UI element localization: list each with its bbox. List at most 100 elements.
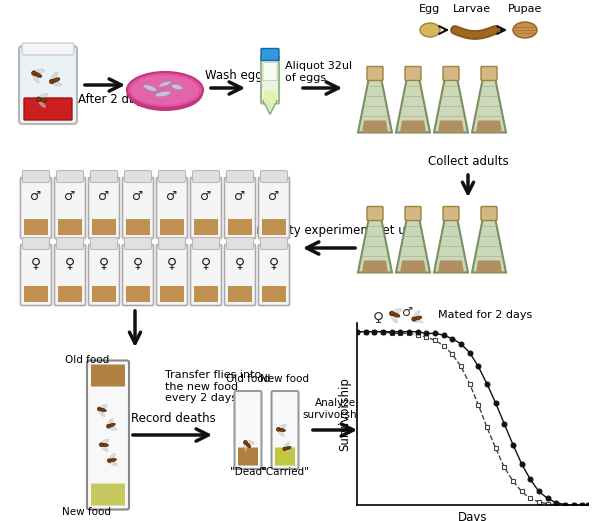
Polygon shape <box>438 260 464 272</box>
Text: After 2 days: After 2 days <box>78 93 149 106</box>
FancyBboxPatch shape <box>91 170 118 182</box>
FancyBboxPatch shape <box>19 46 77 124</box>
Ellipse shape <box>99 411 105 416</box>
FancyBboxPatch shape <box>275 448 295 465</box>
Ellipse shape <box>278 428 286 431</box>
Text: ♂: ♂ <box>64 190 76 203</box>
Ellipse shape <box>109 454 115 459</box>
FancyBboxPatch shape <box>125 238 151 250</box>
Ellipse shape <box>102 439 109 443</box>
Ellipse shape <box>415 320 423 324</box>
Text: Pupae: Pupae <box>508 4 542 14</box>
Text: Larvae: Larvae <box>453 4 491 14</box>
X-axis label: Days: Days <box>458 511 487 521</box>
FancyBboxPatch shape <box>23 170 49 182</box>
Ellipse shape <box>100 405 107 408</box>
FancyBboxPatch shape <box>263 63 277 81</box>
Polygon shape <box>396 217 430 272</box>
Text: Old food: Old food <box>226 374 270 384</box>
Text: ♂: ♂ <box>166 190 178 203</box>
Ellipse shape <box>53 82 62 86</box>
Polygon shape <box>358 217 392 272</box>
FancyBboxPatch shape <box>194 286 218 302</box>
FancyBboxPatch shape <box>193 238 220 250</box>
Text: ♀: ♀ <box>269 256 279 270</box>
Ellipse shape <box>414 316 422 320</box>
FancyBboxPatch shape <box>259 244 290 305</box>
FancyBboxPatch shape <box>262 219 286 235</box>
Ellipse shape <box>278 431 284 437</box>
FancyBboxPatch shape <box>157 178 187 239</box>
Text: Old food: Old food <box>65 355 109 365</box>
Circle shape <box>244 440 247 444</box>
Ellipse shape <box>127 72 203 108</box>
Text: Egg: Egg <box>419 4 440 14</box>
Text: ♂: ♂ <box>133 190 143 203</box>
FancyBboxPatch shape <box>58 219 82 235</box>
Ellipse shape <box>155 91 171 97</box>
Circle shape <box>412 317 416 321</box>
Text: Collect adults: Collect adults <box>428 155 508 168</box>
FancyBboxPatch shape <box>24 219 48 235</box>
Ellipse shape <box>159 81 171 87</box>
Polygon shape <box>362 120 388 132</box>
Circle shape <box>107 425 110 428</box>
Polygon shape <box>263 101 277 115</box>
FancyBboxPatch shape <box>55 178 86 239</box>
Text: New food: New food <box>260 374 310 384</box>
Circle shape <box>283 447 286 451</box>
Text: "Carried": "Carried" <box>261 467 309 477</box>
Ellipse shape <box>420 23 440 37</box>
FancyBboxPatch shape <box>126 286 150 302</box>
Polygon shape <box>400 260 426 272</box>
FancyBboxPatch shape <box>224 244 256 305</box>
Text: ♂: ♂ <box>268 190 280 203</box>
Ellipse shape <box>38 101 46 108</box>
Polygon shape <box>472 217 506 272</box>
Ellipse shape <box>108 418 113 425</box>
Text: ♂: ♂ <box>235 190 245 203</box>
Ellipse shape <box>110 458 116 462</box>
Ellipse shape <box>33 75 39 83</box>
FancyBboxPatch shape <box>23 238 49 250</box>
FancyBboxPatch shape <box>224 178 256 239</box>
Polygon shape <box>362 260 388 272</box>
Ellipse shape <box>35 69 44 73</box>
Ellipse shape <box>40 93 48 98</box>
Polygon shape <box>396 78 430 132</box>
Ellipse shape <box>110 427 117 430</box>
FancyBboxPatch shape <box>228 219 252 235</box>
Text: Aliquot 32ul
of eggs: Aliquot 32ul of eggs <box>285 61 352 83</box>
Ellipse shape <box>286 450 292 453</box>
FancyBboxPatch shape <box>158 238 185 250</box>
FancyBboxPatch shape <box>194 219 218 235</box>
FancyBboxPatch shape <box>271 391 299 469</box>
FancyBboxPatch shape <box>58 286 82 302</box>
FancyBboxPatch shape <box>443 206 459 220</box>
FancyBboxPatch shape <box>89 178 119 239</box>
Text: Wash eggs: Wash eggs <box>205 68 269 81</box>
Polygon shape <box>438 120 464 132</box>
Ellipse shape <box>392 313 400 317</box>
Polygon shape <box>400 120 426 132</box>
FancyBboxPatch shape <box>260 238 287 250</box>
FancyBboxPatch shape <box>481 67 497 81</box>
FancyBboxPatch shape <box>191 178 221 239</box>
FancyBboxPatch shape <box>22 43 74 55</box>
Ellipse shape <box>285 446 291 450</box>
Polygon shape <box>434 78 468 132</box>
Text: ♀: ♀ <box>31 256 41 270</box>
Circle shape <box>107 459 111 463</box>
Text: ♂: ♂ <box>31 190 41 203</box>
Circle shape <box>389 311 394 316</box>
FancyBboxPatch shape <box>20 244 52 305</box>
Ellipse shape <box>100 408 106 412</box>
Circle shape <box>98 407 101 411</box>
FancyBboxPatch shape <box>122 178 154 239</box>
Text: ♀: ♀ <box>235 256 245 270</box>
Ellipse shape <box>34 72 42 77</box>
FancyBboxPatch shape <box>227 238 254 250</box>
FancyBboxPatch shape <box>264 91 276 103</box>
FancyBboxPatch shape <box>260 170 287 182</box>
Ellipse shape <box>513 22 537 38</box>
